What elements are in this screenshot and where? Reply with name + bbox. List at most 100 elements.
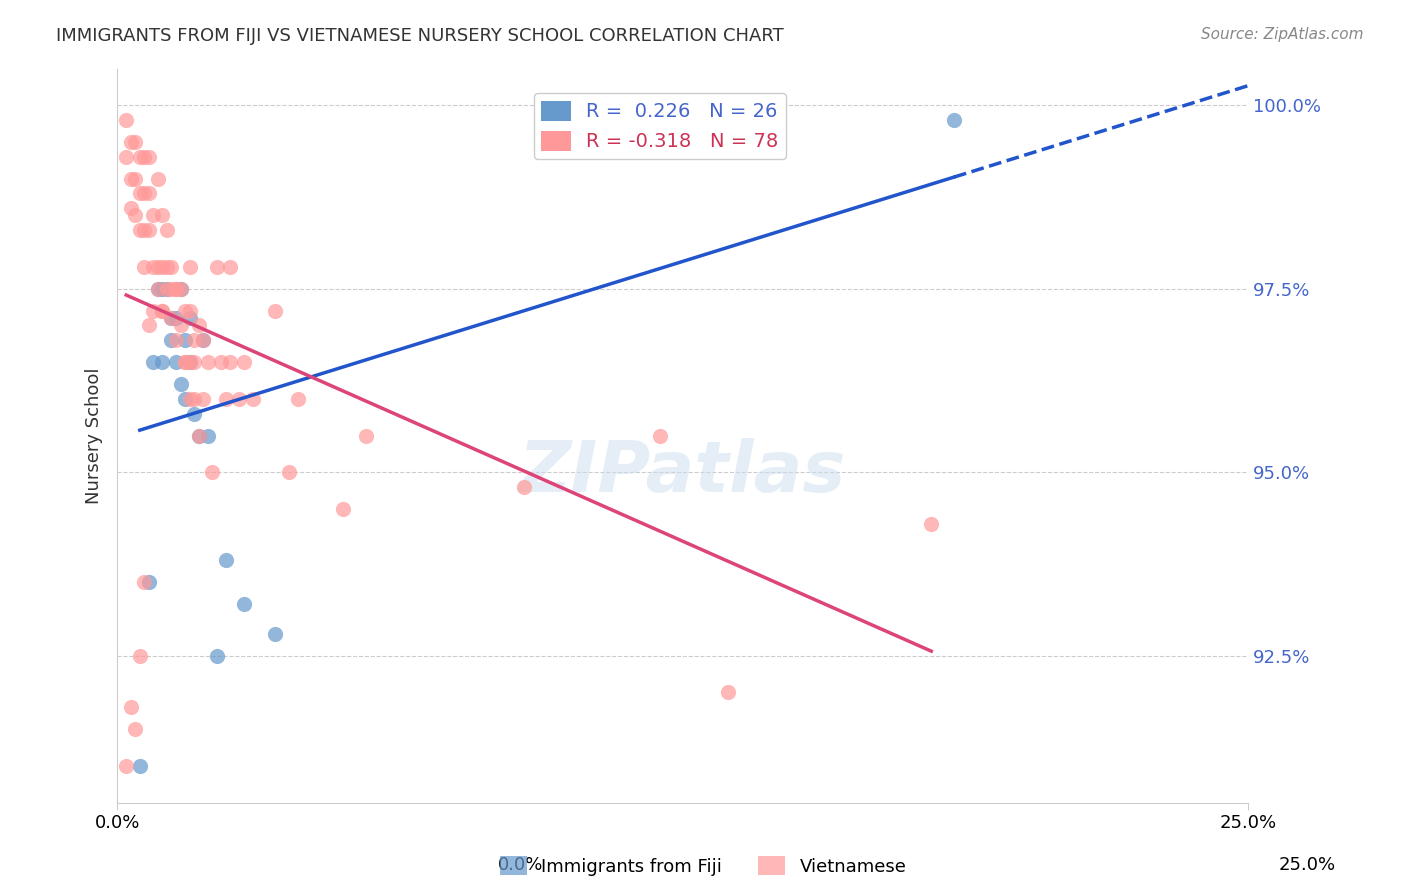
Point	[920, 516, 942, 531]
Point	[152, 282, 174, 296]
Point	[146, 171, 169, 186]
Point	[165, 311, 187, 326]
Point	[179, 303, 201, 318]
Point	[942, 112, 965, 127]
Point	[179, 355, 201, 369]
Point	[201, 465, 224, 479]
Point	[124, 135, 146, 149]
Point	[264, 303, 287, 318]
Point	[138, 223, 160, 237]
Point	[138, 575, 160, 590]
Point	[156, 223, 179, 237]
Point	[205, 648, 228, 663]
Point	[134, 150, 156, 164]
Point	[165, 333, 187, 347]
Point	[115, 150, 138, 164]
Point	[146, 282, 169, 296]
Point	[160, 282, 183, 296]
Point	[165, 355, 187, 369]
Point	[169, 282, 191, 296]
Point	[174, 333, 197, 347]
Point	[165, 282, 187, 296]
Point	[187, 428, 209, 442]
Point	[128, 648, 150, 663]
Text: Source: ZipAtlas.com: Source: ZipAtlas.com	[1201, 27, 1364, 42]
Legend: R =  0.226   N = 26, R = -0.318   N = 78: R = 0.226 N = 26, R = -0.318 N = 78	[534, 93, 786, 160]
Point	[209, 355, 232, 369]
Point	[152, 303, 174, 318]
Point	[134, 223, 156, 237]
Point	[215, 392, 238, 406]
Point	[174, 355, 197, 369]
Point	[124, 171, 146, 186]
Point	[179, 392, 201, 406]
Point	[142, 303, 165, 318]
Text: 0.0%: 0.0%	[498, 856, 543, 874]
Point	[138, 318, 160, 333]
Text: IMMIGRANTS FROM FIJI VS VIETNAMESE NURSERY SCHOOL CORRELATION CHART: IMMIGRANTS FROM FIJI VS VIETNAMESE NURSE…	[56, 27, 785, 45]
Point	[191, 392, 214, 406]
Point	[128, 186, 150, 201]
Point	[152, 303, 174, 318]
Point	[120, 171, 142, 186]
Point	[128, 223, 150, 237]
Point	[191, 333, 214, 347]
Point	[138, 186, 160, 201]
Point	[128, 150, 150, 164]
Point	[191, 333, 214, 347]
Point	[160, 260, 183, 274]
Point	[169, 282, 191, 296]
Point	[197, 355, 219, 369]
Y-axis label: Nursery School: Nursery School	[86, 368, 103, 504]
Point	[179, 260, 201, 274]
Point	[134, 260, 156, 274]
Point	[287, 392, 309, 406]
Point	[179, 311, 201, 326]
Point	[146, 260, 169, 274]
Point	[278, 465, 301, 479]
Point	[174, 303, 197, 318]
Point	[179, 355, 201, 369]
Legend: Immigrants from Fiji, Vietnamese: Immigrants from Fiji, Vietnamese	[492, 849, 914, 883]
Point	[187, 318, 209, 333]
Point	[215, 553, 238, 567]
Point	[152, 260, 174, 274]
Text: ZIPatlas: ZIPatlas	[519, 438, 846, 507]
Point	[115, 112, 138, 127]
Point	[138, 150, 160, 164]
Point	[146, 282, 169, 296]
Point	[152, 208, 174, 222]
Point	[205, 260, 228, 274]
Point	[717, 685, 740, 699]
Point	[169, 377, 191, 392]
Point	[120, 201, 142, 215]
Point	[332, 502, 354, 516]
Point	[160, 311, 183, 326]
Point	[219, 260, 242, 274]
Point	[228, 392, 250, 406]
Point	[120, 700, 142, 714]
Point	[128, 759, 150, 773]
Point	[183, 407, 205, 421]
Point	[124, 208, 146, 222]
Point	[242, 392, 264, 406]
Point	[197, 428, 219, 442]
Point	[183, 392, 205, 406]
Point	[160, 333, 183, 347]
Point	[160, 311, 183, 326]
Point	[156, 282, 179, 296]
Point	[232, 355, 254, 369]
Point	[187, 428, 209, 442]
Point	[354, 428, 377, 442]
Point	[134, 575, 156, 590]
Point	[156, 282, 179, 296]
Point	[174, 355, 197, 369]
Point	[156, 260, 179, 274]
Point	[648, 428, 671, 442]
Point	[513, 480, 536, 494]
Point	[183, 355, 205, 369]
Point	[120, 135, 142, 149]
Point	[183, 333, 205, 347]
Point	[124, 722, 146, 736]
Point	[142, 208, 165, 222]
